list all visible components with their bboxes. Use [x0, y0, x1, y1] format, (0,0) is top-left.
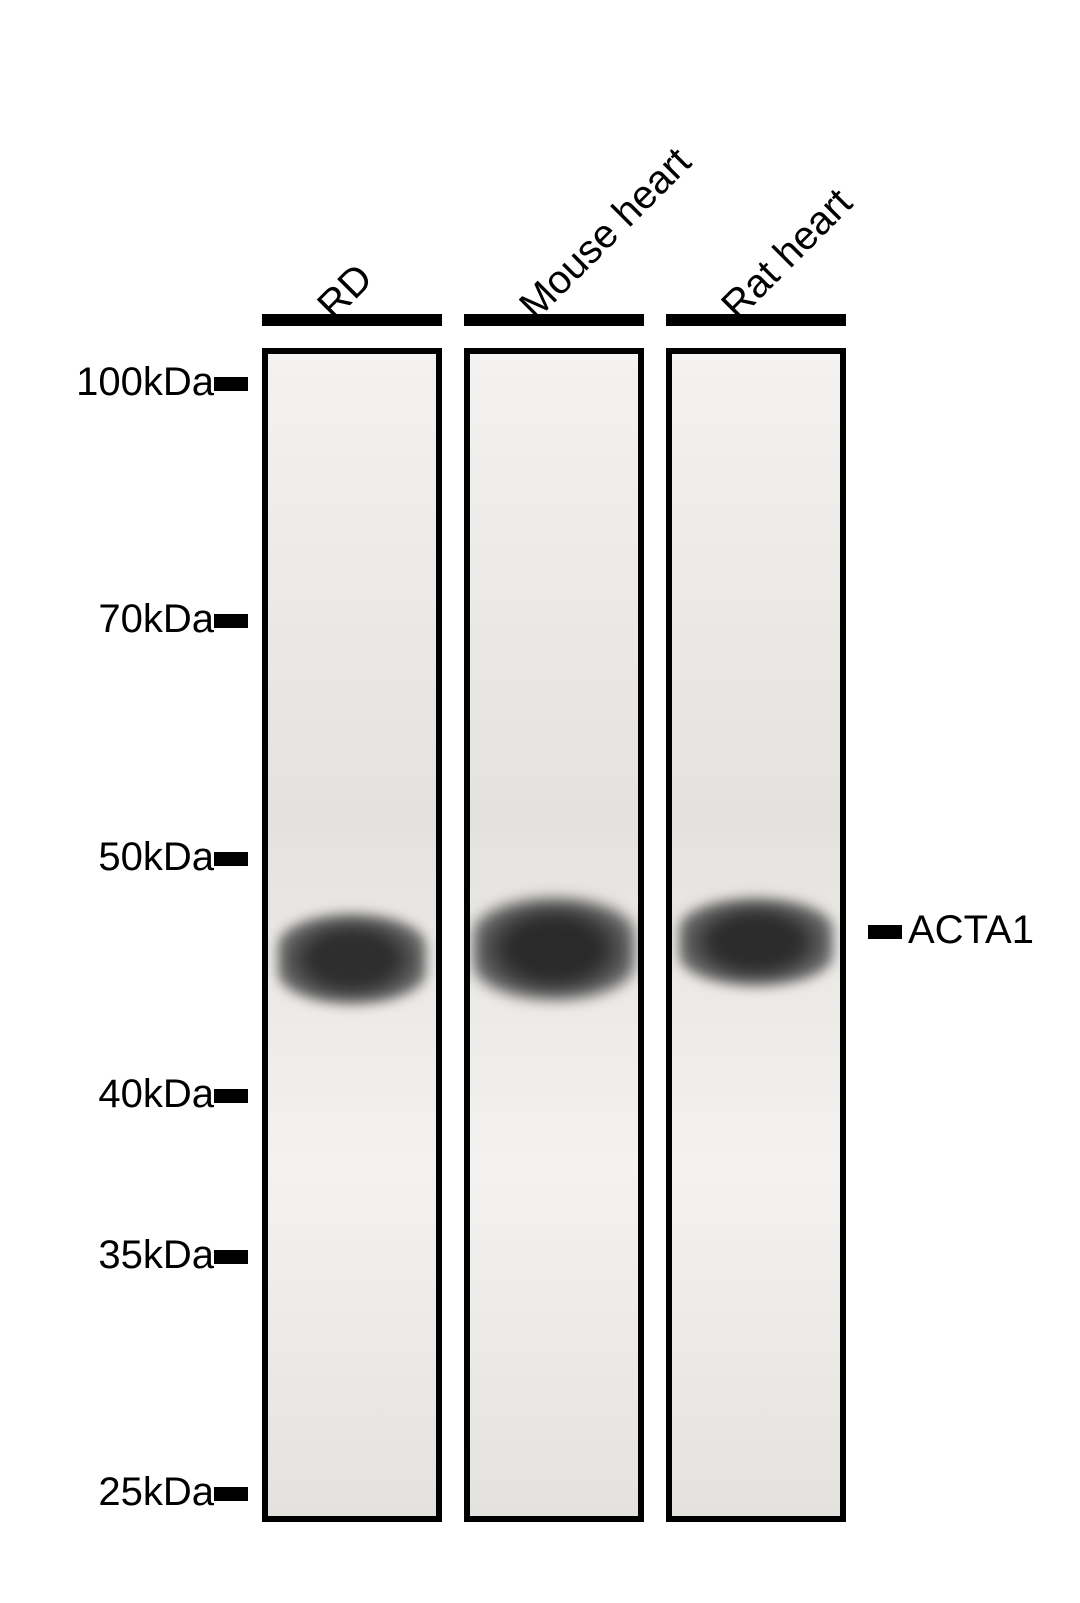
protein-band — [473, 898, 634, 1000]
mw-label: 35kDa — [98, 1233, 214, 1278]
lane — [464, 348, 644, 1522]
target-label: ACTA1 — [908, 908, 1034, 953]
mw-label: 50kDa — [98, 835, 214, 880]
lane-header: Mouse heart — [511, 139, 700, 328]
lane-header: Rat heart — [713, 180, 861, 328]
mw-label: 70kDa — [98, 597, 214, 642]
mw-tick — [214, 852, 248, 866]
target-tick — [868, 925, 902, 939]
mw-tick — [214, 377, 248, 391]
mw-label: 25kDa — [98, 1470, 214, 1515]
lane-header-bar — [666, 314, 846, 326]
lane-header-bar — [464, 314, 644, 326]
mw-tick — [214, 1089, 248, 1103]
protein-band — [679, 898, 834, 986]
mw-tick — [214, 1487, 248, 1501]
protein-band — [278, 914, 426, 1004]
mw-tick — [214, 614, 248, 628]
lane — [262, 348, 442, 1522]
mw-label: 100kDa — [76, 360, 214, 405]
lane-header-bar — [262, 314, 442, 326]
mw-label: 40kDa — [98, 1072, 214, 1117]
mw-tick — [214, 1250, 248, 1264]
lane — [666, 348, 846, 1522]
